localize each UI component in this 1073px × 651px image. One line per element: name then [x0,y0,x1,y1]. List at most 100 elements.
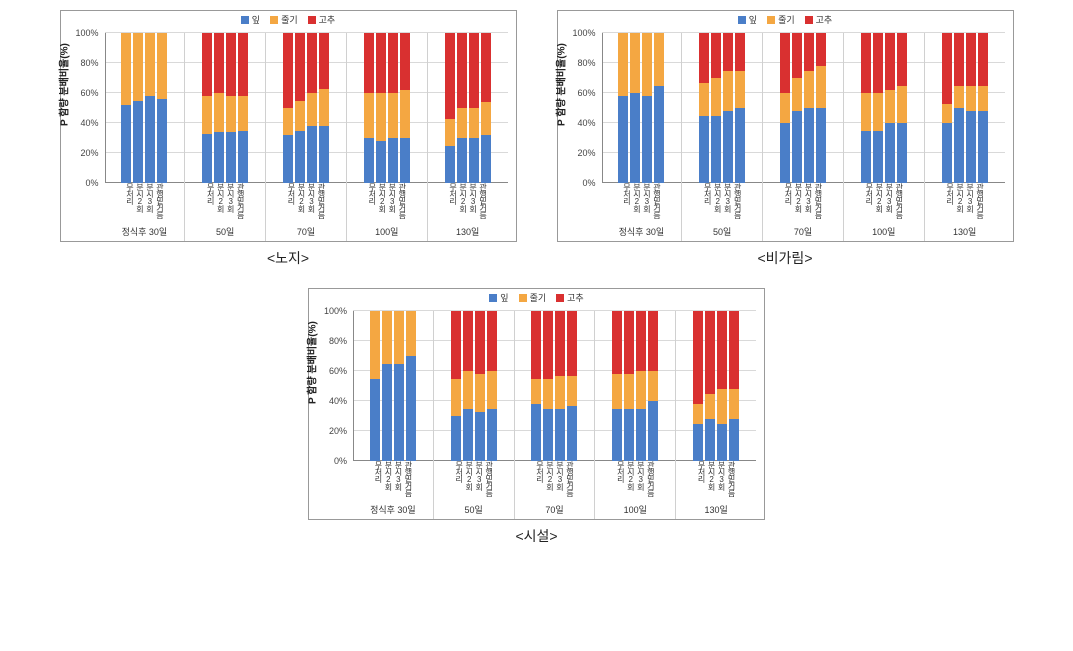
y-ticks: 0%20%40%60%80%100% [558,33,600,183]
bar-segment-stem [388,93,398,138]
bar-segment-leaf [705,419,715,461]
x-bar-labels: 무처리분시2회분시3회관행밑거름 [452,461,496,501]
x-bar-label: 무처리 [368,183,376,204]
legend-label-fruit: 고추 [816,13,833,26]
y-tick: 60% [329,366,347,376]
bar-segment-stem [618,33,628,96]
stacked-bar [699,33,709,183]
x-bar-label: 분시3회 [642,183,650,212]
bar-segment-stem [648,371,658,401]
bar-segment-stem [406,311,416,356]
y-tick: 20% [329,426,347,436]
bar-segment-fruit [202,33,212,96]
stacked-bar [780,33,790,183]
stacked-bar [451,311,461,461]
bar-segment-leaf [214,132,224,183]
x-labels: 무처리분시2회분시3회관행밑거름정식후 30일무처리분시2회분시3회관행밑거름5… [105,183,508,241]
bar-group [105,33,186,183]
bar-segment-fruit [214,33,224,93]
stacked-bar [475,311,485,461]
bar-segment-fruit [307,33,317,93]
bar-segment-stem [238,96,248,131]
stacked-bar [723,33,733,183]
x-bar-labels: 무처리분시2회분시3회관행밑거름 [943,183,987,223]
stacked-bar [226,33,236,183]
caption-rain-shelter: <비가림> [758,248,813,268]
bar-segment-stem [157,33,167,99]
x-bar-label: 무처리 [449,183,457,204]
bar-group [595,311,676,461]
bar-segment-leaf [370,379,380,462]
bar-segment-leaf [648,401,658,461]
x-bar-labels: 무처리분시2회분시3회관행밑거름 [446,183,490,223]
y-tick: 100% [324,306,347,316]
x-group: 무처리분시2회분시3회관행밑거름70일 [515,461,596,519]
bar-segment-fruit [978,33,988,86]
bar-segment-leaf [531,404,541,461]
x-bar-label: 분시3회 [388,183,396,212]
x-bar-label: 무처리 [374,461,382,482]
x-bar-label: 분시2회 [713,183,721,212]
stacked-bar [406,311,416,461]
bar-segment-leaf [729,419,739,461]
legend-swatch-fruit [805,16,813,24]
x-group-label: 100일 [624,503,647,516]
stacked-bar [954,33,964,183]
bar-segment-stem [370,311,380,379]
bar-segment-stem [394,311,404,364]
x-labels: 무처리분시2회분시3회관행밑거름정식후 30일무처리분시2회분시3회관행밑거름5… [602,183,1005,241]
x-group: 무처리분시2회분시3회관행밑거름정식후 30일 [105,183,186,241]
bar-segment-fruit [567,311,577,376]
stacked-bar [648,311,658,461]
bar-group [353,311,434,461]
bars-row [353,311,756,461]
bar-segment-stem [226,96,236,132]
bar-segment-fruit [717,311,727,389]
x-group-label: 130일 [456,225,479,238]
bar-segment-stem [654,33,664,86]
x-group-label: 130일 [704,503,727,516]
bar-segment-stem [816,66,826,108]
bar-segment-leaf [451,416,461,461]
bar-segment-leaf [457,138,467,183]
stacked-bar [942,33,952,183]
x-bar-label: 관행밑거름 [976,183,984,218]
plot-area [602,33,1005,183]
stacked-bar [145,33,155,183]
y-tick: 80% [577,58,595,68]
stacked-bar [133,33,143,183]
bar-segment-leaf [307,126,317,183]
bar-segment-stem [469,108,479,138]
bar-segment-leaf [693,424,703,462]
bar-segment-fruit [463,311,473,371]
x-bar-label: 분시3회 [469,183,477,212]
bar-segment-stem [400,90,410,138]
x-bar-label: 관행밑거름 [727,461,735,496]
bar-segment-stem [780,93,790,123]
stacked-bar [717,311,727,461]
bar-segment-stem [735,71,745,109]
x-group: 무처리분시2회분시3회관행밑거름100일 [844,183,925,241]
x-bar-labels: 무처리분시2회분시3회관행밑거름 [365,183,409,223]
bar-segment-fruit [804,33,814,71]
bar-segment-fruit [636,311,646,371]
bar-segment-leaf [469,138,479,183]
y-tick: 20% [80,148,98,158]
stacked-bar [481,33,491,183]
stacked-bar [729,311,739,461]
stacked-bar [376,33,386,183]
stacked-bar [364,33,374,183]
legend-item-stem: 줄기 [519,291,547,304]
x-bar-label: 관행밑거름 [155,183,163,218]
bar-group [925,33,1005,183]
stacked-bar [543,311,553,461]
bar-group [428,33,508,183]
x-group-label: 130일 [953,225,976,238]
stacked-bar [711,33,721,183]
bar-segment-stem [451,379,461,417]
bar-segment-stem [475,374,485,412]
y-tick: 0% [582,178,595,188]
stacked-bar [804,33,814,183]
x-bar-label: 무처리 [287,183,295,204]
legend-item-leaf: 잎 [489,291,508,304]
